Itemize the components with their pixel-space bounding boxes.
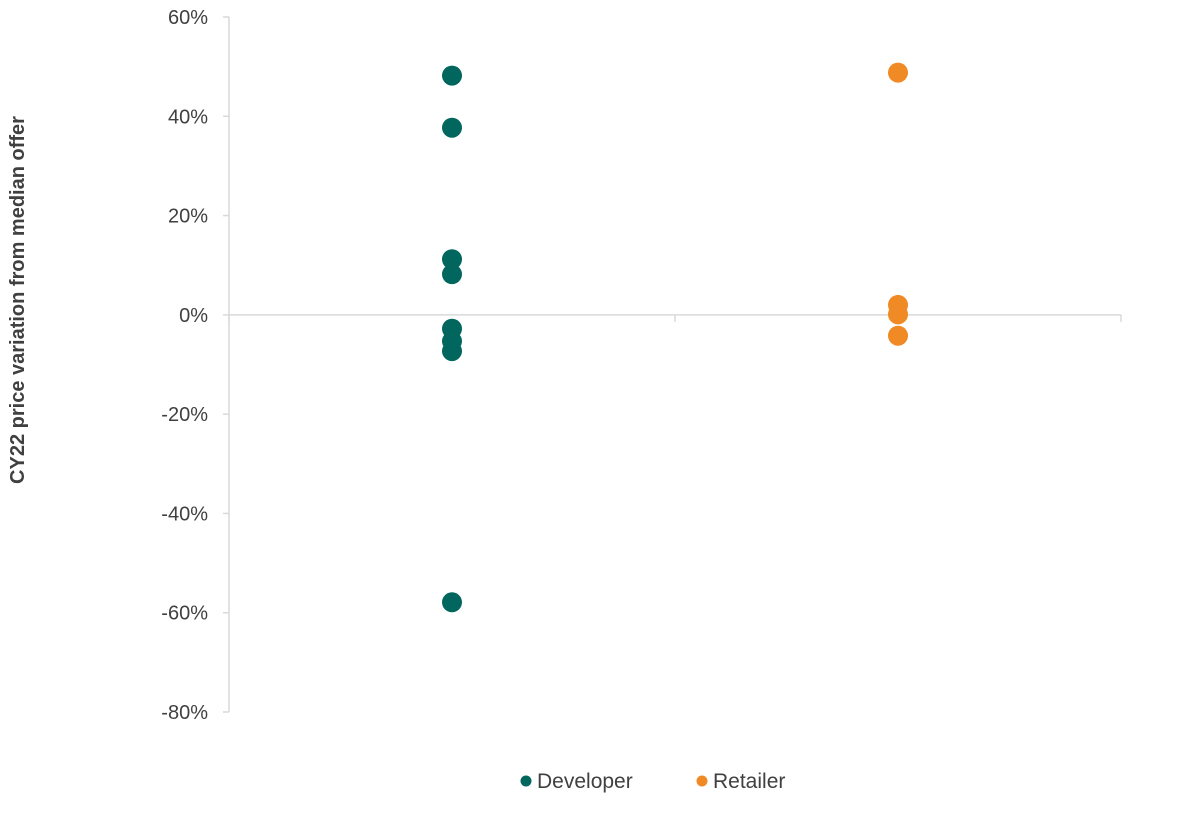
y-tick-label: 20% [168,206,208,228]
data-point-developer [442,117,462,138]
data-point-developer [442,249,462,270]
y-tick-label: 60% [168,7,208,29]
y-tick-label: 0% [179,305,208,327]
data-point-retailer [888,304,908,325]
data-point-retailer [888,62,908,83]
legend-marker-developer [520,775,532,787]
data-point-retailer [888,325,908,346]
data-point-developer [442,264,462,285]
y-axis-ticks: 60% 40% 20% 0% -20% -40% -60% -80% [161,7,229,724]
legend-marker-retailer [696,775,708,787]
legend-label-developer: Developer [537,770,633,793]
data-point-developer [442,341,462,362]
data-point-developer [442,592,462,613]
y-tick-label: -20% [161,404,208,426]
legend: Developer Retailer [520,770,785,793]
y-tick-label: -80% [161,702,208,724]
axes [228,17,1122,712]
y-tick-label: 40% [168,106,208,128]
y-tick-label: -40% [161,503,208,525]
data-points [442,62,908,613]
y-tick-label: -60% [161,603,208,625]
legend-label-retailer: Retailer [713,770,785,793]
y-axis-title: CY22 price variation from median offer [7,116,29,484]
data-point-developer [442,65,462,86]
